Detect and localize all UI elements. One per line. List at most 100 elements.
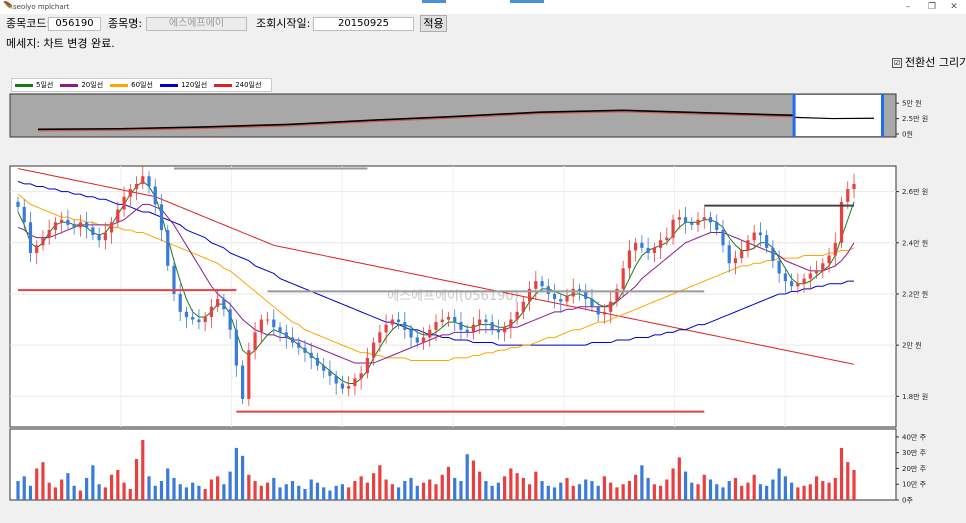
close-button[interactable]: ✕ <box>950 2 958 12</box>
volume-bar <box>315 482 320 500</box>
overview-ma-line <box>37 111 875 132</box>
draw-lines-label: 전환선 그리기 <box>905 56 966 69</box>
candle-body <box>727 245 731 264</box>
volume-bar <box>421 482 426 500</box>
volume-bar <box>309 479 313 500</box>
volume-bar <box>733 477 738 500</box>
volume-bar <box>334 485 338 500</box>
chart-canvas: 5만 원 2.5만 원 0원 2.6만 원 2.4만 원 2.2만 원 2만 원 1.8만 원… <box>9 93 928 505</box>
volume-bar <box>521 477 525 500</box>
candle-body <box>347 386 351 389</box>
minimize-button[interactable]: – <box>905 2 911 12</box>
volume-bar <box>403 481 407 500</box>
volume-bar <box>459 481 463 500</box>
volume-bar <box>265 482 270 500</box>
legend-swatch <box>110 83 129 87</box>
volume-bar <box>340 484 345 500</box>
apply-button[interactable]: 적용 <box>420 15 447 32</box>
candle-body <box>159 204 164 230</box>
checkbox-box[interactable]: ☑ <box>892 58 902 68</box>
volume-bar <box>559 482 563 500</box>
volume-bar <box>166 468 170 500</box>
legend-swatch <box>15 83 33 87</box>
volume-bar <box>390 484 394 500</box>
volume-bar <box>353 481 357 500</box>
legend-label: 240일선 <box>235 81 262 89</box>
volume-bar <box>222 484 226 500</box>
volume-bar <box>646 477 650 500</box>
candle-body <box>577 288 582 292</box>
volume-bar <box>814 476 819 500</box>
candle-body <box>359 373 363 379</box>
candle-body <box>197 319 201 323</box>
candle-body <box>640 242 644 248</box>
volume-bar <box>216 476 220 500</box>
volume-bar <box>534 471 538 500</box>
volume-bar <box>527 484 532 500</box>
stock-code-input[interactable] <box>48 17 101 31</box>
candle-body <box>721 229 725 246</box>
volume-bar <box>228 471 232 500</box>
volume-bar <box>109 474 114 500</box>
volume-bar <box>53 487 58 500</box>
candle-body <box>284 332 288 338</box>
candle-body <box>783 273 787 282</box>
volume-bar <box>203 488 207 500</box>
volume-bar <box>496 482 500 500</box>
candle-body <box>47 229 51 238</box>
volume-bar <box>552 487 557 500</box>
candle-body <box>459 322 463 330</box>
candle-body <box>128 189 132 197</box>
restore-button[interactable]: ❐ <box>927 2 937 12</box>
legend-label: 5일선 <box>36 81 54 89</box>
candle-body <box>428 329 432 338</box>
candle-body <box>91 227 95 236</box>
candle-body <box>166 229 170 266</box>
volume-bar <box>503 476 507 500</box>
candle-body <box>690 222 694 225</box>
candle-body <box>216 299 220 307</box>
volume-bar <box>197 485 201 500</box>
candle-body <box>546 286 550 294</box>
price-ytick-label: 2만 원 <box>902 341 922 350</box>
volume-bar <box>596 485 600 500</box>
candle-body <box>615 288 619 302</box>
overview-ytick-label: 0원 <box>902 129 913 138</box>
candle-body <box>446 316 451 320</box>
volume-bar <box>28 485 33 500</box>
volume-bar <box>790 482 794 500</box>
volume-bar <box>78 490 82 500</box>
volume-bar <box>478 471 482 500</box>
volume-bar <box>290 481 295 500</box>
volume-bar <box>752 474 756 500</box>
volume-bar <box>758 484 763 500</box>
candle-body <box>309 352 313 358</box>
volume-bar <box>22 476 26 500</box>
legend-swatch <box>214 83 233 87</box>
volume-bar <box>796 487 800 500</box>
volume-bar <box>347 487 351 500</box>
candle-body <box>122 196 126 210</box>
candle-body <box>421 337 426 343</box>
volume-bar <box>802 485 806 500</box>
draw-lines-checkbox[interactable]: ☑ 전환선 그리기 <box>892 56 966 69</box>
candle-body <box>297 342 301 348</box>
volume-bar <box>571 485 575 500</box>
volume-bar <box>209 479 214 500</box>
start-date-input[interactable] <box>313 17 414 31</box>
candle-body <box>758 232 763 236</box>
start-date-label: 조회시작일: <box>256 17 311 30</box>
candle-body <box>839 201 844 243</box>
volume-bar <box>97 484 101 500</box>
volume-bar <box>184 487 189 500</box>
candle-body <box>646 247 650 253</box>
volume-bar <box>634 474 638 500</box>
price-ytick-label: 2.4만 원 <box>902 238 928 247</box>
candle-body <box>209 306 214 317</box>
volume-bar <box>565 477 569 500</box>
overview-handle-right <box>881 94 884 137</box>
volume-bar <box>615 487 619 500</box>
candle-body <box>827 255 831 264</box>
candle-body <box>35 245 39 253</box>
volume-bar <box>378 465 382 500</box>
